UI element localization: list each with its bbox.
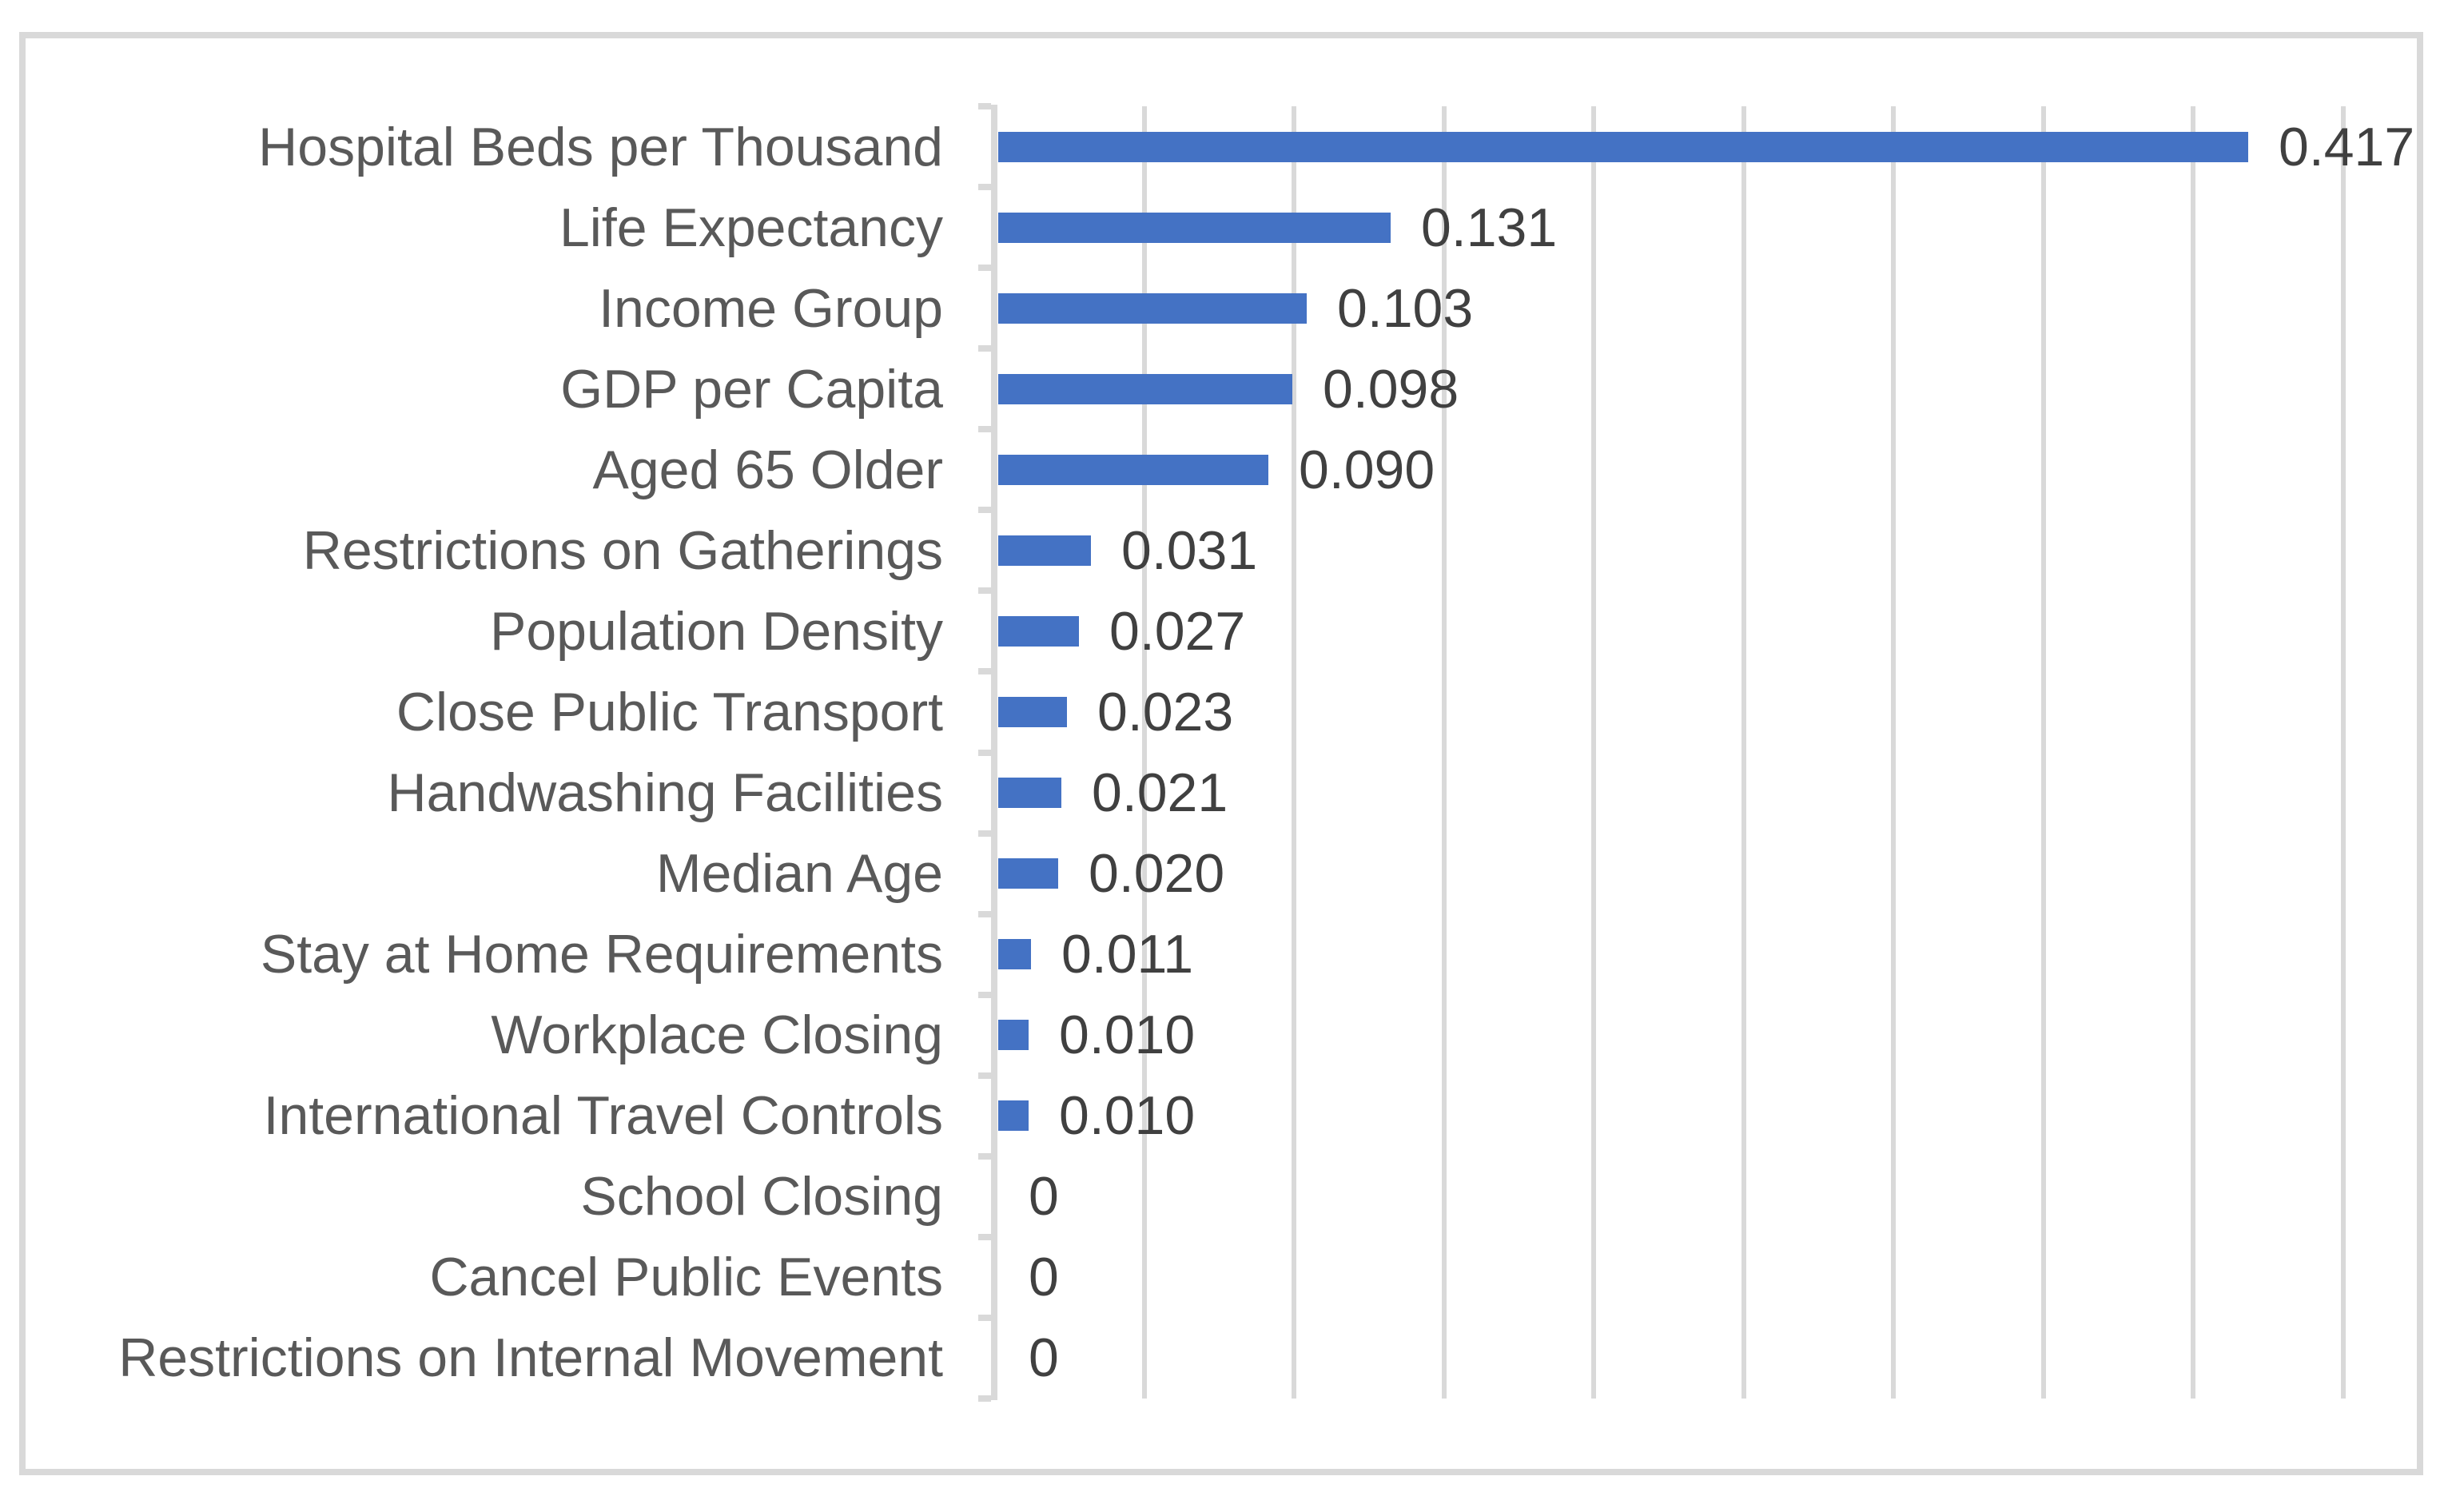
bar <box>998 858 1058 889</box>
category-label: Population Density <box>489 600 943 662</box>
value-axis-gridline <box>1441 106 1447 1399</box>
bar <box>998 615 1079 647</box>
category-label: Cancel Public Events <box>429 1247 943 1308</box>
category-label: Aged 65 Older <box>592 439 943 500</box>
category-axis-tick <box>978 1314 991 1321</box>
value-label: 0 <box>1029 1327 1059 1389</box>
category-label: Close Public Transport <box>396 681 943 742</box>
bar <box>998 212 1391 243</box>
category-axis-tick <box>978 749 991 756</box>
category-label: Restrictions on Internal Movement <box>118 1327 943 1389</box>
category-label: Restrictions on Gatherings <box>302 519 943 581</box>
value-label: 0.098 <box>1323 358 1459 420</box>
value-label: 0 <box>1029 1247 1059 1308</box>
value-axis-gridline <box>1891 106 1896 1399</box>
bar <box>998 778 1061 809</box>
value-axis-gridline <box>2191 106 2195 1399</box>
category-axis-tick <box>978 1152 991 1160</box>
bar <box>998 1100 1029 1132</box>
category-axis-tick <box>978 1233 991 1240</box>
category-axis-tick <box>978 507 991 514</box>
category-label: GDP per Capita <box>560 358 943 420</box>
value-label: 0.023 <box>1097 681 1234 742</box>
value-axis-gridline <box>1141 106 1147 1399</box>
bar <box>998 454 1268 485</box>
value-axis-gridline <box>1591 106 1596 1399</box>
category-label: Stay at Home Requirements <box>260 924 943 985</box>
value-axis-gridline <box>2340 106 2346 1399</box>
category-axis-tick <box>978 830 991 837</box>
bar <box>998 535 1091 566</box>
value-label: 0 <box>1029 1166 1059 1228</box>
category-label: Life Expectancy <box>559 197 943 258</box>
category-axis-tick <box>978 265 991 272</box>
value-label: 0.027 <box>1109 600 1246 662</box>
bar <box>998 1020 1029 1051</box>
category-axis-tick <box>978 426 991 433</box>
category-axis-tick <box>978 910 991 917</box>
category-axis-tick <box>978 587 991 595</box>
category-label: Hospital Beds per Thousand <box>258 116 943 177</box>
category-axis-tick <box>978 1395 991 1402</box>
value-label: 0.021 <box>1092 762 1228 824</box>
category-label: International Travel Controls <box>263 1085 943 1147</box>
chart-border <box>19 32 2423 1475</box>
category-axis-tick <box>978 1072 991 1079</box>
category-label: Workplace Closing <box>491 1005 943 1066</box>
value-axis-gridline <box>1292 106 1296 1399</box>
category-axis-tick <box>978 991 991 998</box>
value-label: 0.010 <box>1059 1085 1196 1147</box>
bar <box>998 292 1307 324</box>
category-label: Income Group <box>599 277 943 339</box>
category-label: School Closing <box>580 1166 943 1228</box>
value-label: 0.020 <box>1089 843 1225 905</box>
category-axis-tick <box>978 184 991 191</box>
value-label: 0.090 <box>1299 439 1435 500</box>
bar <box>998 373 1292 404</box>
category-axis-tick <box>978 345 991 352</box>
value-label: 0.011 <box>1061 924 1194 985</box>
value-label: 0.103 <box>1337 277 1474 339</box>
value-axis-gridline <box>2040 106 2046 1399</box>
value-label: 0.010 <box>1059 1005 1196 1066</box>
bar <box>998 696 1067 727</box>
value-label: 0.417 <box>2279 116 2415 177</box>
category-axis-tick <box>978 668 991 675</box>
category-label: Handwashing Facilities <box>387 762 943 824</box>
value-axis-gridline <box>1741 106 1746 1399</box>
bar <box>998 939 1031 970</box>
value-label: 0.031 <box>1121 519 1258 581</box>
bar <box>998 131 2248 162</box>
category-axis-tick <box>978 103 991 109</box>
category-label: Median Age <box>655 843 943 905</box>
value-label: 0.131 <box>1421 197 1558 258</box>
category-axis-line <box>991 105 997 1400</box>
